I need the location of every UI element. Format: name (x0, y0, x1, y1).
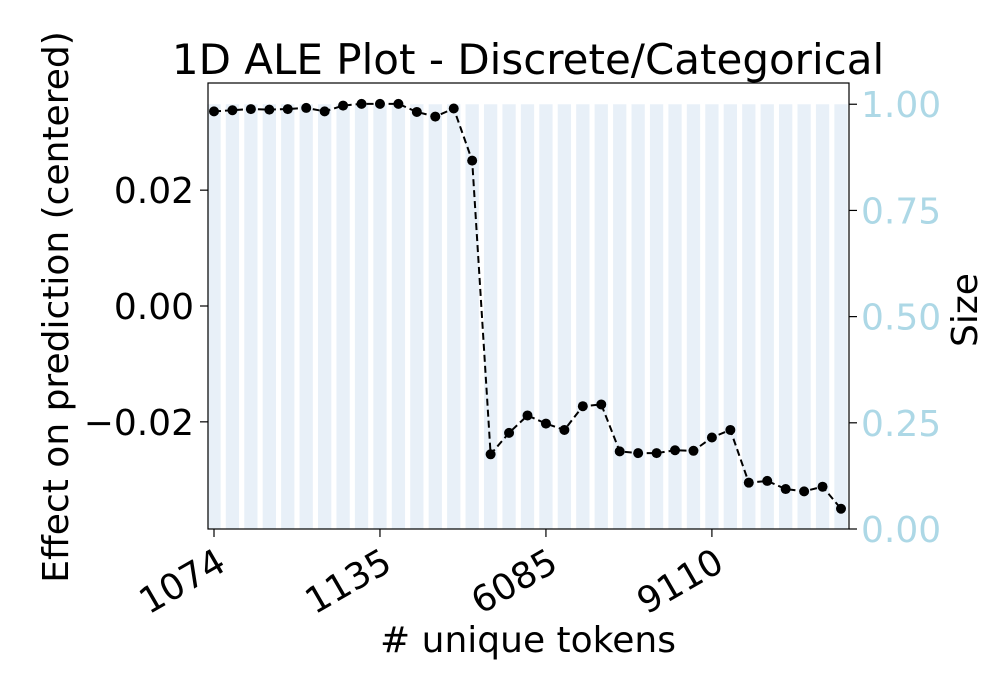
y2-tick-label: 0.00 (861, 510, 941, 551)
x-tick-label: 1074 (133, 541, 233, 622)
ale-point (245, 104, 256, 115)
size-bar (520, 104, 535, 529)
size-bar (428, 104, 442, 529)
ale-point (264, 104, 275, 115)
size-bar (373, 104, 387, 529)
x-tick-label: 9110 (631, 541, 731, 622)
ale-point (338, 100, 349, 111)
ale-point (448, 103, 459, 114)
x-axis-ticks: 1074 1135 6085 9110 (133, 529, 731, 623)
size-bar (281, 104, 295, 529)
y2-tick-label: 0.75 (861, 191, 941, 232)
size-bar (336, 104, 350, 529)
ale-point (836, 503, 846, 514)
ale-point (743, 477, 754, 488)
size-bar (262, 104, 276, 529)
size-bar (465, 104, 479, 529)
size-bar (557, 104, 572, 529)
ale-point (301, 102, 312, 113)
size-bar (797, 104, 811, 529)
size-bar (318, 104, 332, 529)
ale-line (213, 102, 842, 510)
size-bar (225, 104, 240, 529)
ale-point (374, 98, 385, 109)
y-axis-ticks: −0.02 0.00 0.02 (84, 171, 208, 444)
y2-tick-label: 0.25 (861, 404, 941, 445)
ale-point (688, 445, 699, 456)
ale-point (577, 401, 588, 412)
size-bar (410, 104, 424, 529)
y2-tick-label: 0.50 (861, 298, 941, 339)
ale-point (522, 410, 533, 421)
ale-point (651, 448, 662, 459)
ale-point (467, 155, 478, 166)
ale-point (282, 104, 293, 115)
size-bar (631, 104, 645, 529)
size-bar (391, 104, 406, 529)
ale-point (411, 106, 422, 117)
ale-point (725, 424, 736, 435)
size-bar (244, 104, 258, 529)
ale-point (633, 448, 644, 459)
y-tick-label: −0.02 (84, 403, 194, 444)
size-bar (686, 104, 701, 529)
y2-tick-label: 1.00 (861, 85, 941, 126)
size-bar (576, 104, 590, 529)
size-bar (207, 104, 221, 529)
ale-point (504, 427, 515, 438)
ale-point (817, 481, 828, 492)
y2-axis-ticks: 0.00 0.25 0.50 0.75 1.00 (849, 85, 941, 551)
ale-point (485, 449, 496, 460)
ale-point (780, 484, 791, 495)
y-tick-label: 0.00 (114, 287, 194, 328)
ale-point (596, 399, 607, 410)
ale-point (356, 98, 367, 109)
ale-point (430, 111, 441, 122)
size-bar (354, 104, 369, 529)
ale-point (559, 424, 570, 435)
size-bar (815, 104, 830, 529)
ale-point (670, 445, 681, 456)
size-bar (779, 104, 793, 529)
ale-point (393, 98, 404, 109)
size-bar (705, 104, 719, 529)
size-bar (447, 104, 461, 529)
ale-point (319, 106, 330, 117)
x-tick-label: 1135 (299, 541, 399, 622)
size-bar (483, 104, 498, 529)
ale-point (540, 418, 551, 429)
ale-point (614, 446, 625, 457)
ale-point (762, 475, 773, 486)
size-bar (502, 104, 516, 529)
x-axis-label: # unique tokens (380, 620, 676, 661)
ale-point (227, 105, 238, 116)
x-tick-label: 6085 (465, 541, 565, 622)
size-bar (760, 104, 774, 529)
ale-point (209, 106, 219, 117)
size-bar (742, 104, 756, 529)
size-bar (834, 104, 848, 529)
size-bar (594, 104, 608, 529)
size-bar (668, 104, 682, 529)
chart-title: 1D ALE Plot - Discrete/Categorical (172, 35, 884, 84)
y-tick-label: 0.02 (114, 171, 194, 212)
ale-point (799, 486, 810, 497)
size-bar (723, 104, 737, 529)
ale-line-series (209, 98, 846, 514)
size-bars (207, 104, 848, 529)
y-axis-label: Effect on prediction (centered) (36, 31, 77, 583)
ale-point (706, 432, 717, 443)
size-bar (539, 104, 553, 529)
size-bar (299, 104, 313, 529)
size-bar (649, 104, 664, 529)
size-bar (613, 104, 627, 529)
y2-axis-label: Size (945, 273, 986, 347)
